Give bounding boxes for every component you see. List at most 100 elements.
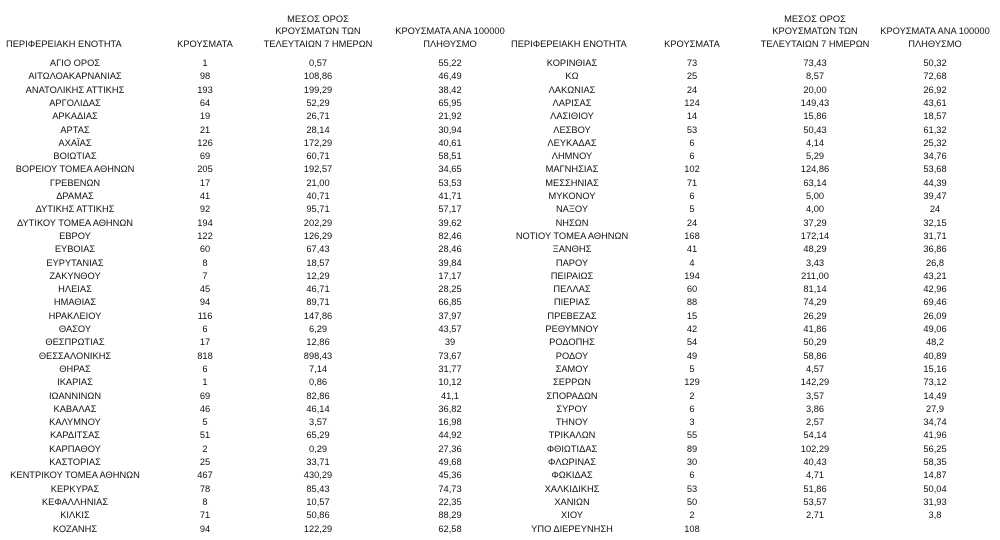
table-cell: 3,43 bbox=[805, 257, 825, 268]
table-cell: 41,96 bbox=[923, 430, 947, 441]
table-cell: 122 bbox=[197, 230, 213, 241]
table-cell: 19 bbox=[199, 111, 211, 122]
region-name: ΑΧΑΪΑΣ bbox=[58, 137, 92, 148]
table-cell: 199,29 bbox=[303, 84, 333, 95]
region-name: ΡΕΘΥΜΝΟΥ bbox=[545, 324, 599, 334]
column-header: ΚΡΟΥΣΜΑΤΑ ΑΝΑ 100000 bbox=[880, 26, 990, 36]
region-name: ΤΡΙΚΑΛΩΝ bbox=[548, 430, 596, 441]
table-cell: 73 bbox=[686, 58, 698, 68]
table-cell: 98 bbox=[199, 71, 211, 82]
region-name: ΣΠΟΡΑΔΩΝ bbox=[546, 390, 598, 401]
table-cell: 37,29 bbox=[803, 217, 827, 228]
region-name: ΚΕΡΚΥΡΑΣ bbox=[50, 483, 100, 494]
table-cell: 28,46 bbox=[438, 244, 462, 255]
table-cell: 92 bbox=[199, 204, 211, 215]
table-cell: 60 bbox=[686, 284, 698, 295]
region-name: ΚΑΒΑΛΑΣ bbox=[53, 403, 97, 414]
table-cell: 64 bbox=[199, 97, 211, 108]
table-cell: 6 bbox=[689, 151, 695, 162]
table-cell: 50,32 bbox=[923, 58, 947, 68]
table-cell: 205 bbox=[197, 164, 213, 175]
region-name: ΡΟΔΟΥ bbox=[555, 350, 589, 361]
table-cell: 6 bbox=[202, 363, 208, 374]
table-cell: 27,9 bbox=[925, 403, 945, 414]
table-cell: 41,71 bbox=[438, 191, 462, 201]
table-cell: 26,8 bbox=[925, 257, 945, 268]
region-name: ΔΡΑΜΑΣ bbox=[56, 191, 94, 201]
table-cell: 89 bbox=[686, 443, 698, 454]
column-header: ΚΡΟΥΣΜΑΤΑ ΑΝΑ 100000 bbox=[395, 26, 505, 36]
region-name: ΦΘΙΩΤΙΔΑΣ bbox=[546, 443, 598, 454]
table-cell: 0,29 bbox=[308, 443, 328, 454]
table-cell: 14,49 bbox=[923, 390, 947, 401]
table-cell: 124,86 bbox=[800, 164, 830, 175]
table-cell: 5 bbox=[689, 204, 695, 215]
table-cell: 147,86 bbox=[303, 310, 333, 321]
table-cell: 51 bbox=[199, 430, 211, 441]
table-cell: 60 bbox=[199, 244, 211, 255]
table-cell: 50,86 bbox=[306, 510, 330, 521]
table-cell: 48,2 bbox=[925, 337, 945, 348]
region-name: ΧΑΛΚΙΔΙΚΗΣ bbox=[544, 483, 600, 494]
table-cell: 0,57 bbox=[308, 58, 328, 68]
region-name: ΑΝΑΤΟΛΙΚΗΣ ΑΤΤΙΚΗΣ bbox=[25, 84, 125, 95]
table-cell: 4,71 bbox=[805, 470, 825, 481]
table-cell: 60,71 bbox=[306, 151, 330, 162]
table-cell: 74,29 bbox=[803, 297, 827, 308]
region-name: ΚΑΛΥΜΝΟΥ bbox=[49, 417, 101, 428]
table-cell: 211,00 bbox=[801, 270, 829, 281]
region-name: ΗΛΕΙΑΣ bbox=[58, 284, 92, 295]
table-cell: 126,29 bbox=[303, 230, 333, 241]
table-cell: 21,00 bbox=[306, 177, 330, 188]
table-cell: 4,14 bbox=[805, 137, 825, 148]
table-cell: 4,57 bbox=[805, 363, 825, 374]
table-cell: 55 bbox=[686, 430, 698, 441]
table-cell: 41 bbox=[686, 244, 698, 255]
region-name: ΚΑΡΔΙΤΣΑΣ bbox=[49, 430, 101, 441]
table-cell: 63,14 bbox=[803, 177, 827, 188]
table-cell: 6 bbox=[689, 403, 695, 414]
table-cell: 8 bbox=[202, 496, 208, 507]
table-cell: 3,86 bbox=[805, 403, 825, 414]
region-name: ΗΜΑΘΙΑΣ bbox=[53, 297, 97, 308]
table-cell: 6 bbox=[689, 137, 695, 148]
table-cell: 31,71 bbox=[923, 230, 947, 241]
table-cell: 45,36 bbox=[438, 470, 462, 481]
table-cell: 94 bbox=[199, 523, 211, 534]
table-cell: 193 bbox=[197, 84, 213, 95]
column-header: ΜΕΣΟΣ ΟΡΟΣ bbox=[784, 13, 846, 24]
table-cell: 43,61 bbox=[923, 97, 947, 108]
region-name: ΛΕΣΒΟΥ bbox=[553, 124, 591, 135]
table-cell: 122,29 bbox=[303, 523, 333, 534]
table-cell: 39 bbox=[444, 337, 456, 348]
region-name: ΚΟΡΙΝΘΙΑΣ bbox=[546, 58, 598, 68]
table-cell: 46,14 bbox=[306, 403, 330, 414]
table-cell: 32,15 bbox=[923, 217, 947, 228]
table-cell: 20,00 bbox=[803, 84, 827, 95]
region-name: ΡΟΔΟΠΗΣ bbox=[549, 337, 595, 348]
region-name: ΛΗΜΝΟΥ bbox=[551, 151, 593, 162]
table-cell: 194 bbox=[684, 270, 700, 281]
table-cell: 3,57 bbox=[308, 417, 328, 428]
table-cell: 10,12 bbox=[438, 377, 462, 388]
region-name: ΑΓΙΟ ΟΡΟΣ bbox=[49, 58, 101, 68]
region-name: ΕΥΒΟΙΑΣ bbox=[54, 244, 96, 255]
table-cell: 55,22 bbox=[438, 58, 462, 68]
table-cell: 40,43 bbox=[803, 457, 827, 467]
table-cell: 5 bbox=[689, 363, 695, 374]
table-cell: 26,71 bbox=[306, 111, 330, 122]
table-cell: 53,68 bbox=[923, 164, 947, 175]
region-name: ΚΕΦΑΛΛΗΝΙΑΣ bbox=[41, 496, 109, 507]
table-cell: 69 bbox=[199, 390, 211, 401]
region-name: ΓΡΕΒΕΝΩΝ bbox=[49, 177, 101, 188]
table-cell: 116 bbox=[197, 310, 213, 321]
region-name: ΔΥΤΙΚΗΣ ΑΤΤΙΚΗΣ bbox=[35, 204, 115, 215]
region-name: ΜΕΣΣΗΝΙΑΣ bbox=[545, 177, 599, 188]
table-cell: 40,61 bbox=[438, 137, 462, 148]
table-cell: 21 bbox=[199, 124, 211, 135]
table-cell: 94 bbox=[199, 297, 211, 308]
region-name: ΦΛΩΡΙΝΑΣ bbox=[547, 457, 597, 467]
table-cell: 54 bbox=[686, 337, 698, 348]
table-cell: 45 bbox=[199, 284, 211, 295]
table-cell: 149,43 bbox=[800, 97, 830, 108]
